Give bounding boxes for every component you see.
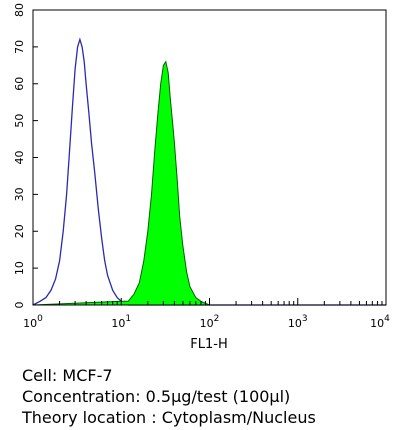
tick-layer: 0 10 20 30 40 50 60 70 80 100 101 102 103 104 — [13, 3, 390, 330]
y-tick-label: 30 — [13, 187, 26, 201]
caption-theory-location: Theory location : Cytoplasm/Nucleus — [22, 408, 316, 427]
y-tick-label: 70 — [13, 40, 26, 54]
caption-cell-line: Cell: MCF-7 — [22, 366, 113, 385]
y-tick-label: 20 — [13, 224, 26, 238]
y-tick-label: 40 — [13, 151, 26, 165]
x-tick-label: 102 — [200, 314, 220, 330]
x-axis-title: FL1-H — [190, 337, 227, 350]
flow-cytometry-histogram: 0 10 20 30 40 50 60 70 80 100 101 102 103 104 FL1-H — [13, 3, 390, 350]
x-tick-label: 104 — [370, 314, 390, 330]
series-layer — [32, 37, 386, 306]
y-tick-label: 50 — [13, 114, 26, 128]
y-tick-label: 80 — [13, 3, 26, 17]
y-tick-label: 10 — [13, 261, 26, 275]
y-tick-label: 60 — [13, 77, 26, 91]
histogram-filled-series — [32, 60, 386, 306]
histogram-outline-series — [32, 37, 386, 306]
x-tick-label: 100 — [23, 314, 43, 330]
y-tick-label: 0 — [13, 302, 26, 309]
x-tick-label: 101 — [111, 314, 131, 330]
x-tick-label: 103 — [288, 314, 308, 330]
caption-concentration: Concentration: 0.5µg/test (100µl) — [22, 387, 291, 406]
plot-frame — [32, 9, 387, 306]
